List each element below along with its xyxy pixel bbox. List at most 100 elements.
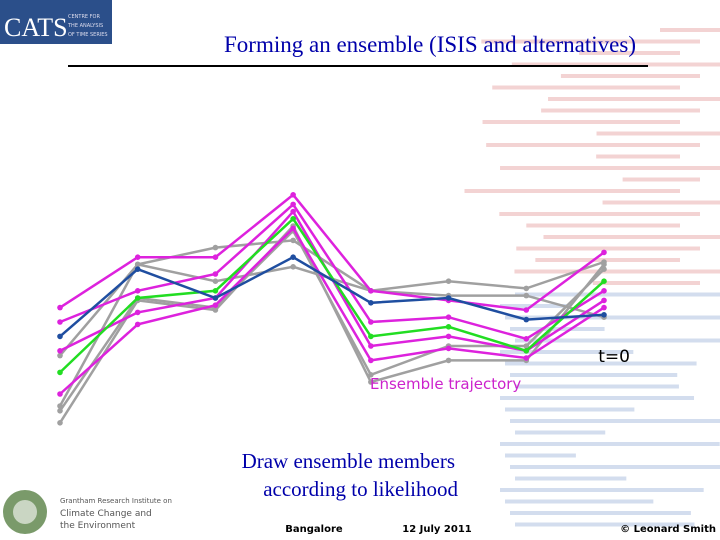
data-point: [57, 369, 63, 376]
data-point: [368, 343, 374, 349]
data-point: [57, 304, 63, 311]
decor-stripe: [515, 338, 720, 343]
decor-stripe: [515, 384, 679, 389]
data-point: [290, 264, 296, 270]
logo-subtitle: CENTRE FOR: [68, 14, 100, 20]
data-point: [212, 244, 219, 251]
decor-stripe: [514, 269, 720, 274]
series-line: [59, 202, 605, 341]
data-point: [445, 278, 452, 285]
logo-text: CATS: [4, 13, 68, 42]
data-point: [523, 336, 530, 342]
data-point: [290, 208, 296, 215]
decor-stripe: [486, 143, 700, 147]
data-point: [368, 372, 374, 378]
data-point: [445, 324, 452, 330]
data-point: [134, 266, 141, 273]
decor-stripe: [510, 419, 720, 423]
data-point: [134, 295, 141, 301]
decor-stripe: [481, 39, 700, 44]
data-point: [57, 420, 63, 426]
data-point: [290, 216, 296, 222]
data-point: [212, 254, 219, 260]
data-point: [290, 192, 296, 198]
decor-stripe: [511, 62, 720, 67]
data-point: [523, 307, 530, 313]
data-point: [57, 408, 63, 414]
series-line: [59, 193, 605, 312]
footer-place: Bangalore: [285, 524, 343, 535]
decor-stripe: [515, 292, 720, 297]
decor-stripe: [499, 212, 700, 216]
footer-date: 12 July 2011: [402, 524, 472, 535]
data-point: [134, 288, 141, 294]
data-point: [212, 271, 219, 277]
data-point: [368, 379, 374, 385]
decor-stripe: [541, 108, 700, 113]
series-line: [59, 255, 605, 338]
data-point: [290, 254, 296, 260]
institute-logo: [13, 500, 37, 524]
series-line: [59, 216, 605, 374]
decor-stripe: [560, 74, 700, 78]
decor-stripe: [505, 499, 654, 504]
decor-stripe: [505, 315, 720, 320]
decor-stripe: [515, 522, 695, 527]
plot: [57, 192, 607, 426]
data-point: [212, 302, 219, 309]
data-point: [601, 297, 607, 304]
data-point: [601, 249, 607, 256]
data-point: [134, 309, 141, 316]
data-point: [290, 237, 296, 244]
decor-stripe: [592, 281, 700, 285]
institute-name: the Environment: [60, 521, 136, 531]
decor-stripe: [510, 327, 605, 331]
data-point: [57, 352, 63, 359]
decor-stripe: [596, 154, 680, 159]
decor-stripe: [510, 465, 720, 469]
decor-stripe: [660, 28, 720, 32]
series-line: [59, 239, 605, 357]
data-point: [212, 307, 219, 313]
data-point: [523, 285, 530, 292]
data-point: [134, 254, 141, 260]
data-point: [134, 261, 141, 268]
data-point: [134, 321, 141, 328]
data-point: [523, 348, 530, 354]
decor-stripe: [510, 511, 691, 515]
decor-stripe: [505, 407, 635, 412]
logo-box: [0, 0, 112, 44]
decor-stripe: [579, 51, 680, 55]
decor-stripe: [500, 488, 704, 492]
t0-label: t=0: [598, 347, 630, 367]
data-point: [290, 201, 296, 208]
caption: Draw ensemble members: [242, 449, 455, 473]
data-point: [212, 288, 219, 294]
data-point: [368, 357, 374, 364]
logo-subtitle: THE ANALYSIS: [67, 23, 103, 29]
data-point: [445, 333, 452, 340]
institute-name: Grantham Research Institute on: [60, 497, 172, 505]
decor-stripe: [505, 453, 576, 458]
data-point: [523, 343, 530, 349]
data-point: [601, 304, 607, 311]
data-point: [57, 333, 63, 340]
caption: according to likelihood: [263, 477, 458, 501]
series-line: [58, 223, 605, 424]
data-point: [368, 319, 374, 325]
data-point: [57, 319, 63, 325]
decor-stripe: [500, 396, 695, 400]
decor-stripe: [500, 442, 720, 446]
data-point: [368, 300, 374, 306]
decor-stripe: [500, 166, 720, 170]
decor-stripe: [516, 246, 700, 251]
data-point: [57, 348, 63, 354]
decor-stripe: [482, 120, 680, 124]
data-point: [445, 314, 452, 321]
slide-title: Forming an ensemble (ISIS and alternativ…: [224, 32, 636, 57]
data-point: [445, 357, 452, 364]
decor-stripe: [526, 223, 680, 228]
data-point: [57, 391, 63, 397]
data-point: [290, 225, 296, 232]
